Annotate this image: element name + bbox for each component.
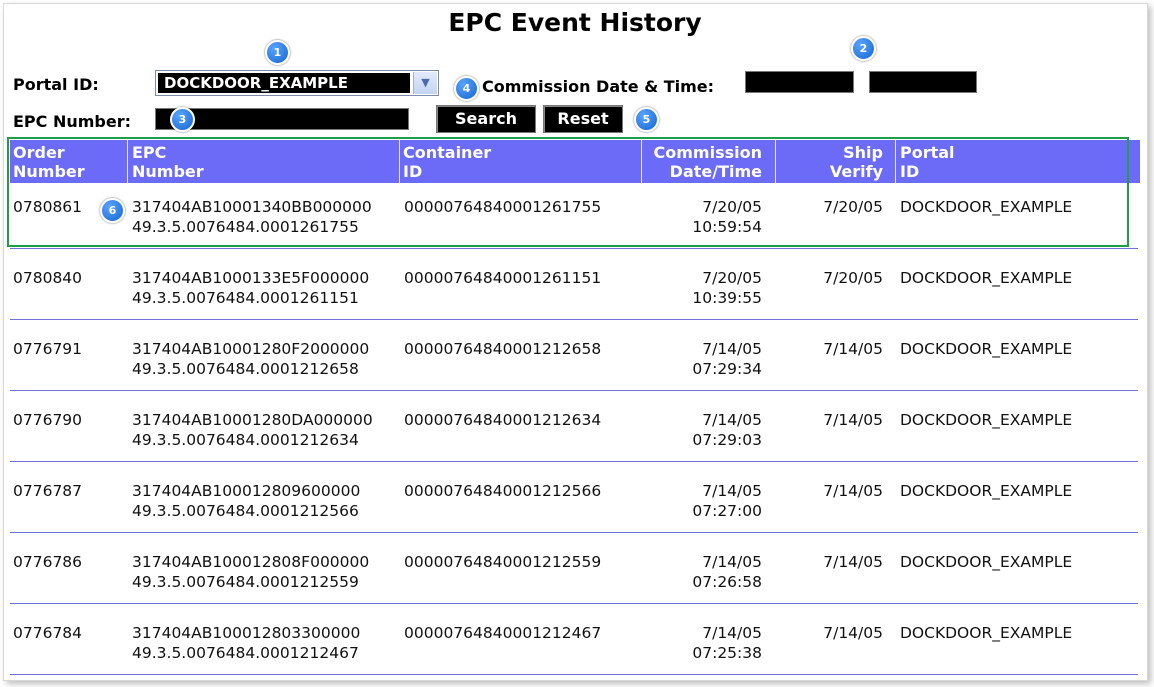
header-ship-verify[interactable]: Ship Verify <box>829 143 883 181</box>
commission-time-input[interactable] <box>869 71 977 93</box>
row-divider <box>10 248 1138 249</box>
table-row[interactable]: 0780861 317404AB10001340BB000000 49.3.5.0… <box>10 183 1138 254</box>
ship-verify-cell: 7/20/05 <box>823 198 883 216</box>
ship-verify-cell: 7/14/05 <box>823 340 883 358</box>
commission-date-time-cell: 7/20/05 10:39:55 <box>692 269 762 307</box>
epc-number-input[interactable] <box>155 108 409 130</box>
row-divider <box>10 461 1138 462</box>
container-id-cell: 00000764840001212634 <box>404 411 602 429</box>
ship-verify-cell: 7/14/05 <box>823 624 883 642</box>
ship-verify-cell: 7/14/05 <box>823 411 883 429</box>
portal-id-selected-value: DOCKDOOR_EXAMPLE <box>158 73 410 93</box>
portal-id-cell: DOCKDOOR_EXAMPLE <box>900 553 1073 571</box>
epc-number-label: EPC Number: <box>13 112 132 131</box>
commission-date-time-cell: 7/20/05 10:59:54 <box>692 198 762 236</box>
order-number-cell: 0776784 <box>13 624 83 642</box>
commission-date-time-cell: 7/14/05 07:29:03 <box>692 411 762 449</box>
epc-number-cell: 317404AB10001280F2000000 49.3.5.0076484.0… <box>132 340 370 378</box>
callout-badge-5: 5 <box>634 107 659 132</box>
portal-id-label: Portal ID: <box>13 75 99 94</box>
header-epc-number[interactable]: EPC Number <box>132 143 204 181</box>
portal-id-select[interactable]: DOCKDOOR_EXAMPLE ▼ <box>155 70 439 96</box>
header-order-number[interactable]: Order Number <box>13 143 85 181</box>
commission-date-time-cell: 7/14/05 07:26:58 <box>692 553 762 591</box>
row-divider <box>10 532 1138 533</box>
column-divider <box>895 140 896 183</box>
table-row[interactable]: 0776790 317404AB10001280DA000000 49.3.5.0… <box>10 396 1138 467</box>
order-number-cell: 0780861 <box>13 198 83 216</box>
portal-id-cell: DOCKDOOR_EXAMPLE <box>900 269 1073 287</box>
epc-number-cell: 317404AB100012808F000000 49.3.5.0076484.0… <box>132 553 370 591</box>
column-divider <box>775 140 776 183</box>
column-divider <box>641 140 642 183</box>
row-divider <box>10 390 1138 391</box>
callout-badge-2: 2 <box>851 36 876 61</box>
container-id-cell: 00000764840001261151 <box>404 269 602 287</box>
epc-number-cell: 317404AB10001280DA000000 49.3.5.0076484.0… <box>132 411 373 449</box>
order-number-cell: 0780840 <box>13 269 83 287</box>
header-portal-id[interactable]: Portal ID <box>900 143 955 181</box>
header-commission-date-time[interactable]: Commission Date/Time <box>653 143 762 181</box>
reset-button[interactable]: Reset <box>543 105 623 133</box>
commission-date-time-cell: 7/14/05 07:29:34 <box>692 340 762 378</box>
portal-id-cell: DOCKDOOR_EXAMPLE <box>900 198 1073 216</box>
epc-number-cell: 317404AB1000133E5F000000 49.3.5.0076484.0… <box>132 269 370 307</box>
callout-badge-1: 1 <box>265 40 290 65</box>
order-number-cell: 0776790 <box>13 411 83 429</box>
row-divider <box>10 603 1138 604</box>
row-divider <box>10 674 1138 675</box>
table-row[interactable]: 0776786 317404AB100012808F000000 49.3.5.0… <box>10 538 1138 609</box>
column-divider <box>399 140 400 183</box>
portal-id-cell: DOCKDOOR_EXAMPLE <box>900 482 1073 500</box>
header-container-id[interactable]: Container ID <box>403 143 492 181</box>
commission-date-time-cell: 7/14/05 07:27:00 <box>692 482 762 520</box>
epc-number-cell: 317404AB100012803300000 49.3.5.0076484.00… <box>132 624 361 662</box>
portal-id-cell: DOCKDOOR_EXAMPLE <box>900 411 1073 429</box>
portal-id-cell: DOCKDOOR_EXAMPLE <box>900 340 1073 358</box>
container-id-cell: 00000764840001212566 <box>404 482 602 500</box>
ship-verify-cell: 7/20/05 <box>823 269 883 287</box>
epc-number-cell: 317404AB10001340BB000000 49.3.5.0076484.0… <box>132 198 372 236</box>
table-row[interactable]: 0776784 317404AB100012803300000 49.3.5.00… <box>10 609 1138 680</box>
container-id-cell: 00000764840001261755 <box>404 198 602 216</box>
table-row[interactable]: 0776787 317404AB100012809600000 49.3.5.00… <box>10 467 1138 538</box>
table-row[interactable]: 0776791 317404AB10001280F2000000 49.3.5.0… <box>10 325 1138 396</box>
portal-id-cell: DOCKDOOR_EXAMPLE <box>900 624 1073 642</box>
container-id-cell: 00000764840001212658 <box>404 340 602 358</box>
epc-number-cell: 317404AB100012809600000 49.3.5.0076484.00… <box>132 482 361 520</box>
container-id-cell: 00000764840001212559 <box>404 553 602 571</box>
callout-badge-6: 6 <box>100 198 125 223</box>
commission-date-time-cell: 7/14/05 07:25:38 <box>692 624 762 662</box>
callout-badge-3: 3 <box>170 107 195 132</box>
container-id-cell: 00000764840001212467 <box>404 624 602 642</box>
page-title: EPC Event History <box>448 8 702 37</box>
ship-verify-cell: 7/14/05 <box>823 482 883 500</box>
table-row[interactable]: 0780840 317404AB1000133E5F000000 49.3.5.0… <box>10 254 1138 325</box>
highlight-outline <box>7 137 1129 247</box>
order-number-cell: 0776791 <box>13 340 83 358</box>
callout-badge-4: 4 <box>454 76 479 101</box>
chevron-down-icon[interactable]: ▼ <box>413 72 437 94</box>
order-number-cell: 0776786 <box>13 553 83 571</box>
table-header: Order Number EPC Number Container ID Com… <box>10 140 1140 183</box>
column-divider <box>127 140 128 183</box>
commission-date-label: Commission Date & Time: <box>482 77 715 96</box>
order-number-cell: 0776787 <box>13 482 83 500</box>
search-button[interactable]: Search <box>436 105 536 133</box>
row-divider <box>10 319 1138 320</box>
ship-verify-cell: 7/14/05 <box>823 553 883 571</box>
commission-date-input[interactable] <box>745 71 854 93</box>
